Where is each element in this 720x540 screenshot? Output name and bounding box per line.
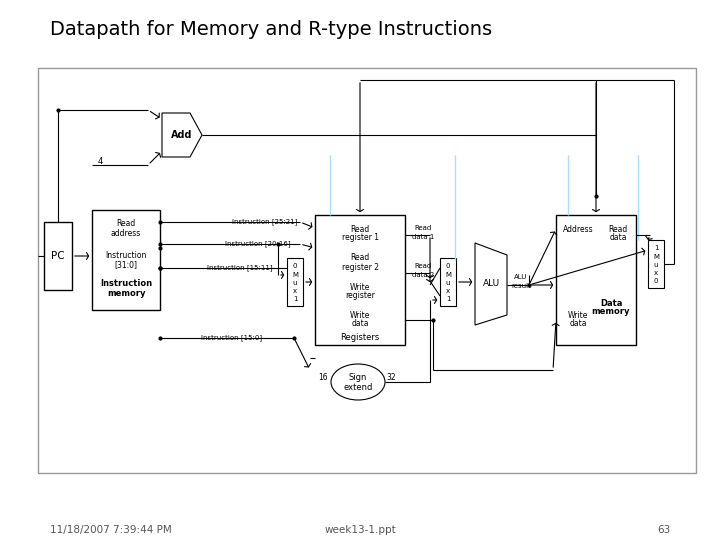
- Text: 4: 4: [97, 158, 103, 166]
- Text: x: x: [654, 270, 658, 276]
- Text: ALU: ALU: [482, 280, 500, 288]
- Text: 0: 0: [446, 263, 450, 269]
- Text: Write: Write: [568, 310, 588, 320]
- Text: 1: 1: [293, 296, 297, 302]
- Text: Address: Address: [563, 225, 593, 233]
- Text: Read: Read: [351, 253, 369, 262]
- Bar: [38, 68, 696, 473]
- Text: M: M: [445, 272, 451, 278]
- Polygon shape: [475, 243, 507, 325]
- Text: M: M: [292, 272, 298, 278]
- Text: Instruction: Instruction: [105, 252, 147, 260]
- Text: u: u: [446, 280, 450, 286]
- Text: M: M: [653, 254, 659, 260]
- Text: 16: 16: [318, 374, 328, 382]
- Text: register 2: register 2: [341, 262, 379, 272]
- Text: Datapath for Memory and R-type Instructions: Datapath for Memory and R-type Instructi…: [50, 20, 492, 39]
- Text: 63: 63: [657, 525, 670, 535]
- Text: Instruction [20:16]: Instruction [20:16]: [225, 241, 291, 247]
- Text: memory: memory: [107, 289, 145, 299]
- Text: Instruction [15:0]: Instruction [15:0]: [202, 335, 263, 341]
- Bar: [287, 258, 303, 306]
- Text: x: x: [293, 288, 297, 294]
- Ellipse shape: [331, 364, 385, 400]
- Polygon shape: [162, 113, 202, 157]
- Text: extend: extend: [343, 383, 373, 393]
- Text: 1: 1: [654, 245, 658, 251]
- Text: PC: PC: [51, 251, 65, 261]
- Text: 1: 1: [446, 296, 450, 302]
- Bar: [92, 210, 160, 310]
- Text: u: u: [654, 262, 658, 268]
- Text: x: x: [446, 288, 450, 294]
- Text: Instruction: Instruction: [100, 280, 152, 288]
- Text: Add: Add: [171, 130, 193, 140]
- Text: Write: Write: [350, 310, 370, 320]
- Text: Read: Read: [415, 225, 431, 231]
- Text: u: u: [293, 280, 297, 286]
- Text: data 1: data 1: [412, 234, 434, 240]
- Bar: [556, 215, 636, 345]
- Text: Sign: Sign: [348, 373, 367, 381]
- Text: data: data: [570, 320, 587, 328]
- Text: Instruction [25:21]: Instruction [25:21]: [233, 219, 297, 225]
- Text: 0: 0: [293, 263, 297, 269]
- Text: [31:0]: [31:0]: [114, 260, 138, 269]
- Text: Instruction [15:11]: Instruction [15:11]: [207, 265, 273, 272]
- Text: Read: Read: [117, 219, 135, 228]
- Bar: [648, 240, 664, 288]
- Text: memory: memory: [592, 307, 630, 316]
- Text: 0: 0: [654, 278, 658, 284]
- Text: Registers: Registers: [341, 333, 379, 341]
- Text: result: result: [511, 283, 531, 289]
- Text: register: register: [345, 292, 375, 300]
- Text: Read: Read: [351, 225, 369, 233]
- Text: data 2: data 2: [412, 272, 434, 278]
- Bar: [440, 258, 456, 306]
- Text: Read: Read: [415, 263, 431, 269]
- Text: data: data: [609, 233, 626, 242]
- Text: 32: 32: [386, 374, 396, 382]
- Text: data: data: [351, 320, 369, 328]
- Text: address: address: [111, 228, 141, 238]
- Bar: [44, 222, 72, 290]
- Bar: [315, 215, 405, 345]
- Text: week13-1.ppt: week13-1.ppt: [324, 525, 396, 535]
- Text: ALU: ALU: [514, 274, 528, 280]
- Text: 11/18/2007 7:39:44 PM: 11/18/2007 7:39:44 PM: [50, 525, 172, 535]
- Text: Read: Read: [608, 225, 628, 233]
- Text: register 1: register 1: [341, 233, 379, 242]
- Text: Write: Write: [350, 282, 370, 292]
- Text: Data: Data: [600, 299, 622, 307]
